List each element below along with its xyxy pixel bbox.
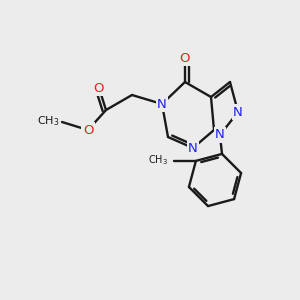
Text: N: N (215, 128, 225, 142)
Text: N: N (233, 106, 243, 118)
Text: CH$_3$: CH$_3$ (37, 114, 59, 128)
Text: N: N (157, 98, 167, 110)
Text: CH$_3$: CH$_3$ (148, 153, 168, 167)
Text: O: O (180, 52, 190, 64)
Text: O: O (94, 82, 104, 94)
Text: O: O (83, 124, 93, 136)
Text: N: N (188, 142, 198, 154)
